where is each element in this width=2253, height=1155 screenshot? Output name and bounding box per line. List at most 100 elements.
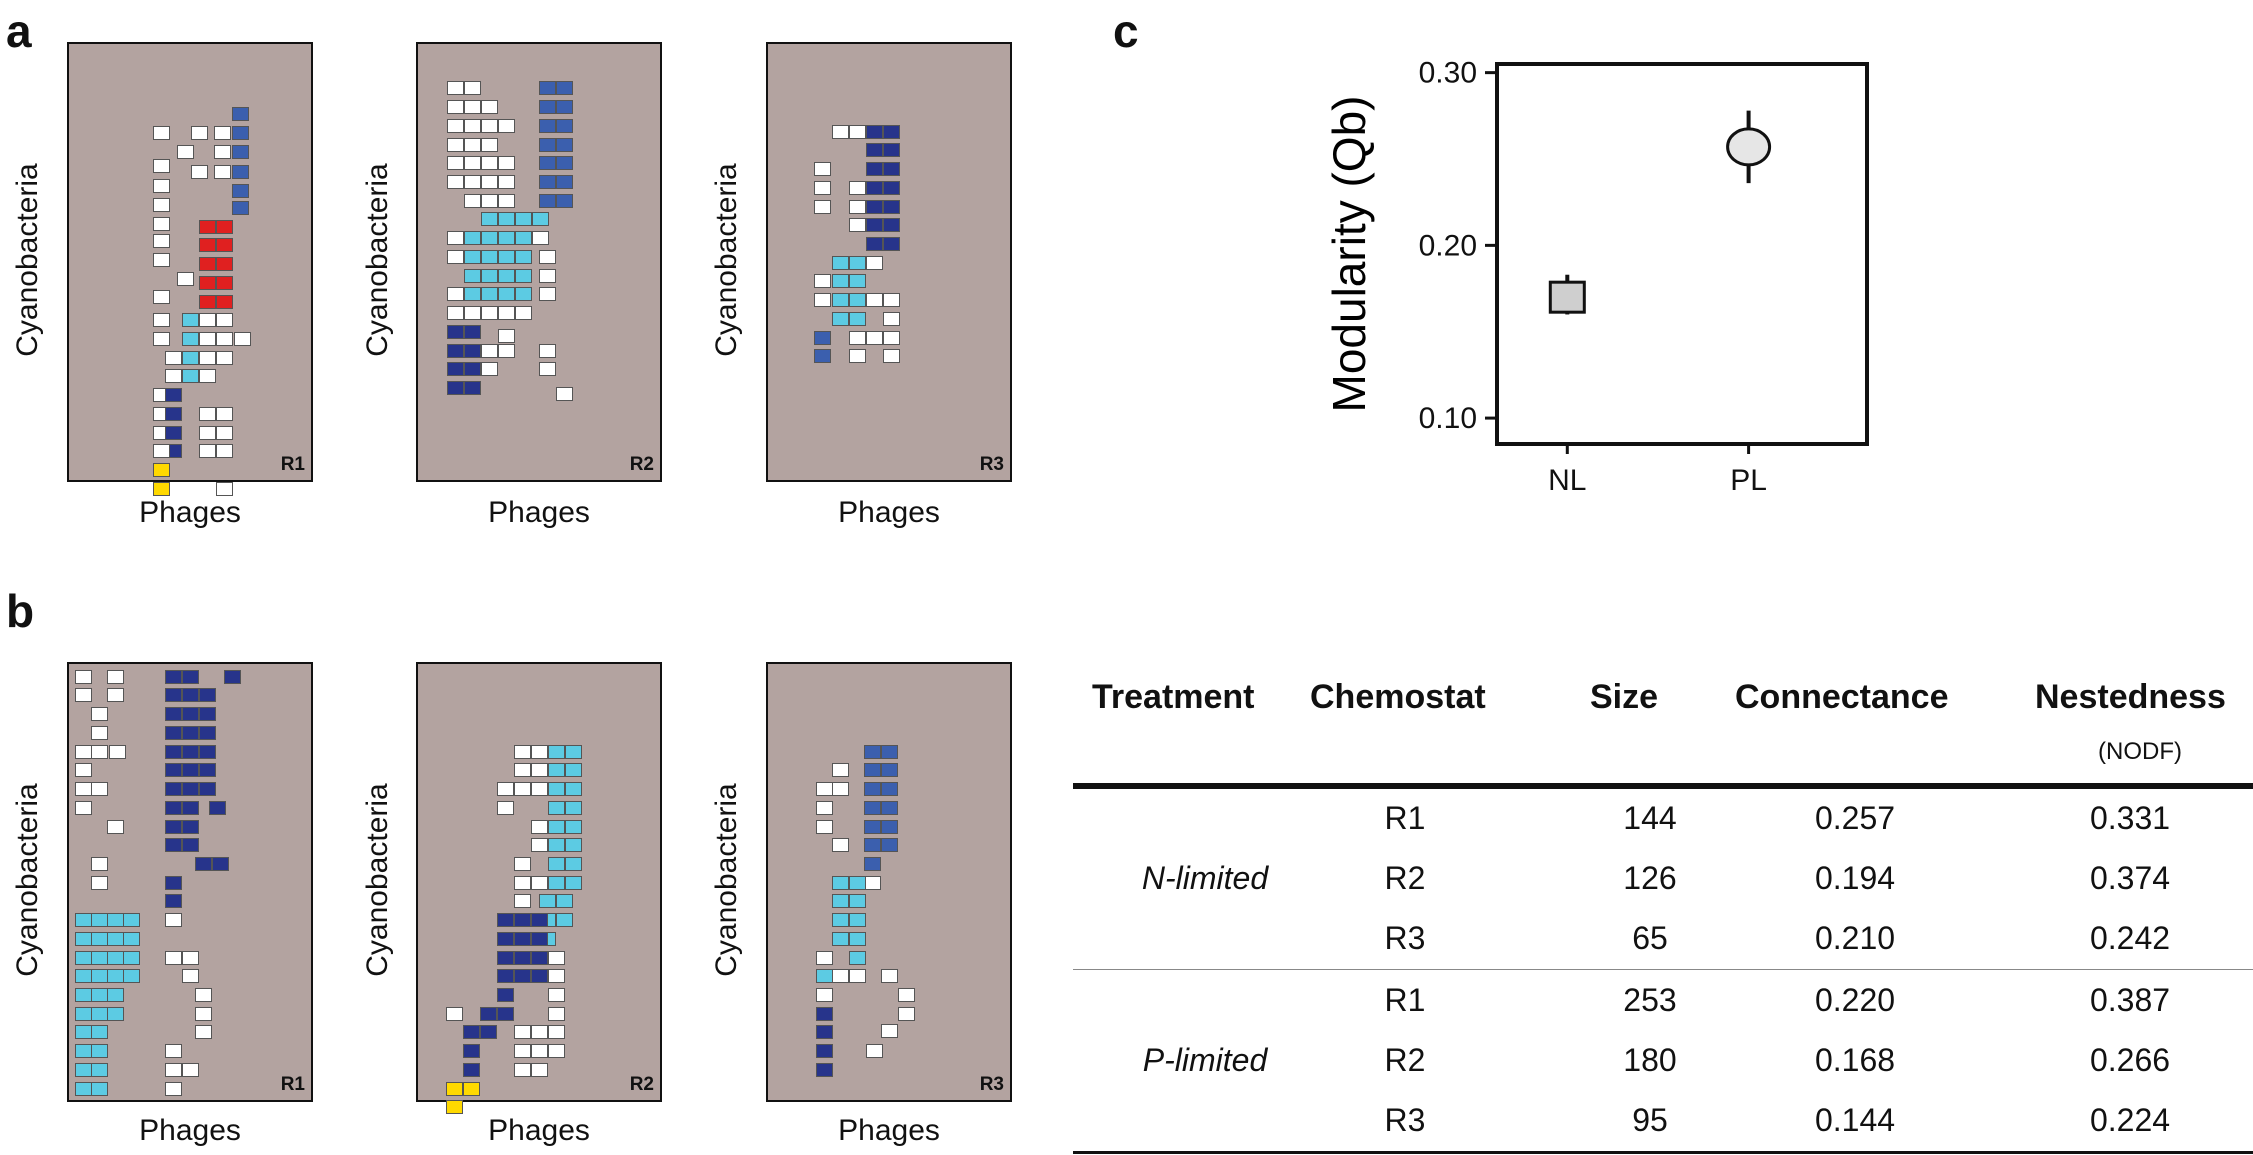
matrix-cell [832, 782, 849, 797]
matrix-cell [447, 324, 464, 339]
x-axis-label: Phages [139, 496, 241, 529]
matrix-cell [514, 763, 531, 778]
matrix-cell [816, 1025, 833, 1040]
matrix-cell [447, 362, 464, 377]
matrix-cell [177, 144, 194, 159]
matrix-cell [514, 913, 531, 928]
column-header-size: Size [1590, 678, 1659, 716]
matrix-cell [447, 100, 464, 115]
matrix-cell [463, 1081, 480, 1096]
matrix-cell [531, 875, 548, 890]
table-bottom-rule [1073, 1151, 2253, 1154]
matrix-cell [497, 931, 514, 946]
matrix-cell [464, 343, 481, 358]
matrix-cell [75, 931, 92, 946]
matrix-cell [182, 688, 199, 703]
column-header-treatment: Treatment [1092, 678, 1255, 716]
matrix-cell [539, 268, 556, 283]
table-cell: R1 [1384, 982, 1426, 1018]
matrix-cell [866, 124, 883, 139]
matrix-cell [531, 1025, 548, 1040]
matrix-cell [464, 287, 481, 302]
matrix-cell [832, 311, 849, 326]
matrix-cell [816, 782, 833, 797]
y-axis-label: Cyanobacteria [361, 163, 394, 357]
matrix-cell [447, 118, 464, 133]
replicate-label: R2 [629, 1074, 654, 1095]
matrix-cell [816, 800, 833, 815]
matrix-cell [864, 744, 881, 759]
table-cell: 0.194 [1814, 860, 1896, 896]
matrix-cell [216, 313, 233, 328]
interaction-matrix-a-r2: R2 [416, 42, 662, 482]
matrix-cell [91, 988, 108, 1002]
matrix-cell [548, 950, 565, 965]
matrix-cell [199, 369, 216, 384]
matrix-cell [91, 744, 108, 759]
matrix-cell [153, 126, 170, 141]
replicate-label: R1 [280, 454, 305, 475]
matrix-cell [216, 219, 233, 234]
matrix-cell [232, 183, 249, 198]
column-header-chemostat: Chemostat [1310, 678, 1486, 716]
matrix-cell [75, 669, 92, 684]
matrix-cell [447, 249, 464, 264]
matrix-cell [464, 137, 481, 152]
matrix-cell [832, 274, 849, 289]
matrix-cell [531, 1044, 548, 1059]
matrix-cell [814, 274, 831, 289]
matrix-cell [849, 311, 866, 326]
matrix-cell [548, 782, 565, 797]
matrix-cell [556, 193, 573, 208]
matrix-cell [498, 268, 515, 283]
matrix-cell [881, 763, 898, 778]
matrix-cell [849, 274, 866, 289]
matrix-cell [565, 819, 582, 834]
treatment-label: P-limited [1142, 1042, 1268, 1078]
matrix-cell [165, 763, 182, 778]
matrix-cell [463, 1062, 480, 1077]
matrix-cell [75, 988, 92, 1002]
matrix-cell [866, 330, 883, 345]
matrix-cell [195, 1025, 212, 1040]
matrix-cell [832, 124, 849, 139]
matrix-cell [531, 782, 548, 797]
modularity-chart: 0.10 0.20 0.30 NL PL Modularity (Qb) [1323, 57, 1869, 497]
matrix-cell [199, 444, 216, 459]
matrix-cell [165, 1044, 182, 1059]
matrix-cell [565, 875, 582, 890]
matrix-cell [216, 257, 233, 272]
matrix-cell [232, 144, 249, 159]
matrix-cell [447, 306, 464, 321]
matrix-cell [531, 950, 548, 965]
matrix-cell [539, 81, 556, 96]
plot-frame [1495, 62, 1869, 446]
matrix-cell [165, 838, 182, 853]
matrix-cell [515, 212, 532, 227]
matrix-cell [199, 275, 216, 290]
matrix-cell [199, 257, 216, 272]
matrix-cell [464, 249, 481, 264]
matrix-cell [153, 179, 170, 194]
matrix-cell [165, 350, 182, 365]
matrix-cell [153, 481, 170, 496]
matrix-cell [91, 1025, 108, 1040]
matrix-cell [153, 444, 170, 459]
matrix-cell [539, 287, 556, 302]
matrix-cell [498, 287, 515, 302]
matrix-cell [814, 180, 831, 195]
matrix-cell [565, 744, 582, 759]
matrix-cell [447, 380, 464, 395]
matrix-cell [498, 249, 515, 264]
table-cell: 126 [1623, 860, 1677, 896]
matrix-cell [539, 100, 556, 115]
matrix-cell [75, 763, 92, 778]
matrix-cell [480, 1006, 497, 1021]
x-axis-label: Phages [838, 1114, 940, 1147]
matrix-cell [515, 268, 532, 283]
matrix-cell [883, 143, 900, 158]
matrix-cell [214, 144, 231, 159]
matrix-cell [548, 819, 565, 834]
matrix-cell [531, 838, 548, 853]
matrix-cell [849, 913, 866, 928]
